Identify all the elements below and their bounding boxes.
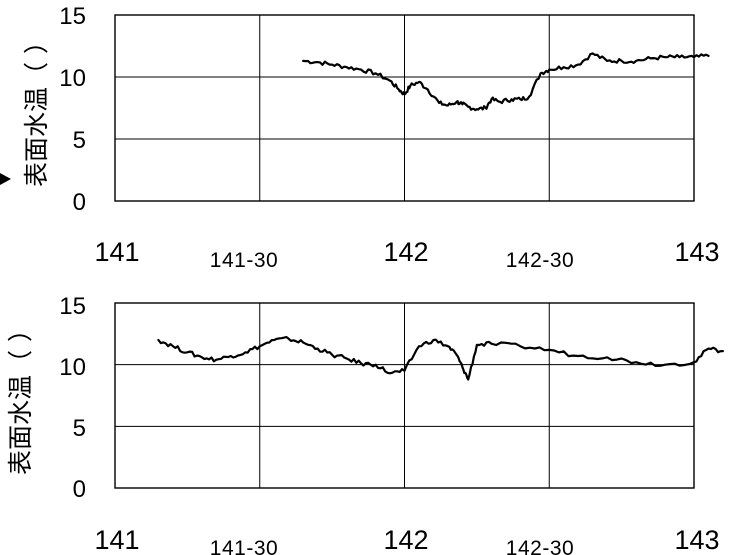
x-tick-label-major: 141 xyxy=(94,525,139,555)
y-tick-label: 10 xyxy=(59,65,86,92)
x-tick-label-minor: 141-30 xyxy=(210,249,278,272)
x-tick-label-major: 142 xyxy=(383,525,428,555)
gridlines-upper xyxy=(115,15,694,201)
chart-lower: 15 10 5 0 表面水温（ ） 141 141-30 142 142-30 … xyxy=(6,293,724,555)
y-tick-label: 0 xyxy=(73,476,86,503)
y-tick-label: 5 xyxy=(73,415,86,442)
x-tick-label-major: 142 xyxy=(383,237,428,267)
x-tick-label-major: 141 xyxy=(94,237,139,267)
gridlines-lower xyxy=(115,303,694,488)
x-tick-label-minor: 142-30 xyxy=(506,537,574,555)
marker-arrow-icon xyxy=(0,173,11,185)
y-tick-label: 0 xyxy=(73,189,86,216)
x-tick-label-major: 143 xyxy=(674,525,719,555)
chart-upper: 15 10 5 0 表面水温（ ） 141 141-30 142 142-30 … xyxy=(0,3,720,272)
series-line-surface-temp-upper xyxy=(302,52,710,112)
y-axis-label: 表面水温（ ） xyxy=(6,317,35,475)
series-line-surface-temp-lower xyxy=(157,335,724,381)
y-axis-label: 表面水温（ ） xyxy=(22,29,51,187)
x-tick-label-minor: 141-30 xyxy=(210,537,278,555)
y-tick-label: 10 xyxy=(59,354,86,381)
y-tick-label: 15 xyxy=(59,293,86,320)
x-tick-label-minor: 142-30 xyxy=(506,249,574,272)
y-tick-label: 15 xyxy=(59,3,86,30)
x-tick-label-major: 143 xyxy=(674,237,719,267)
y-tick-label: 5 xyxy=(73,127,86,154)
